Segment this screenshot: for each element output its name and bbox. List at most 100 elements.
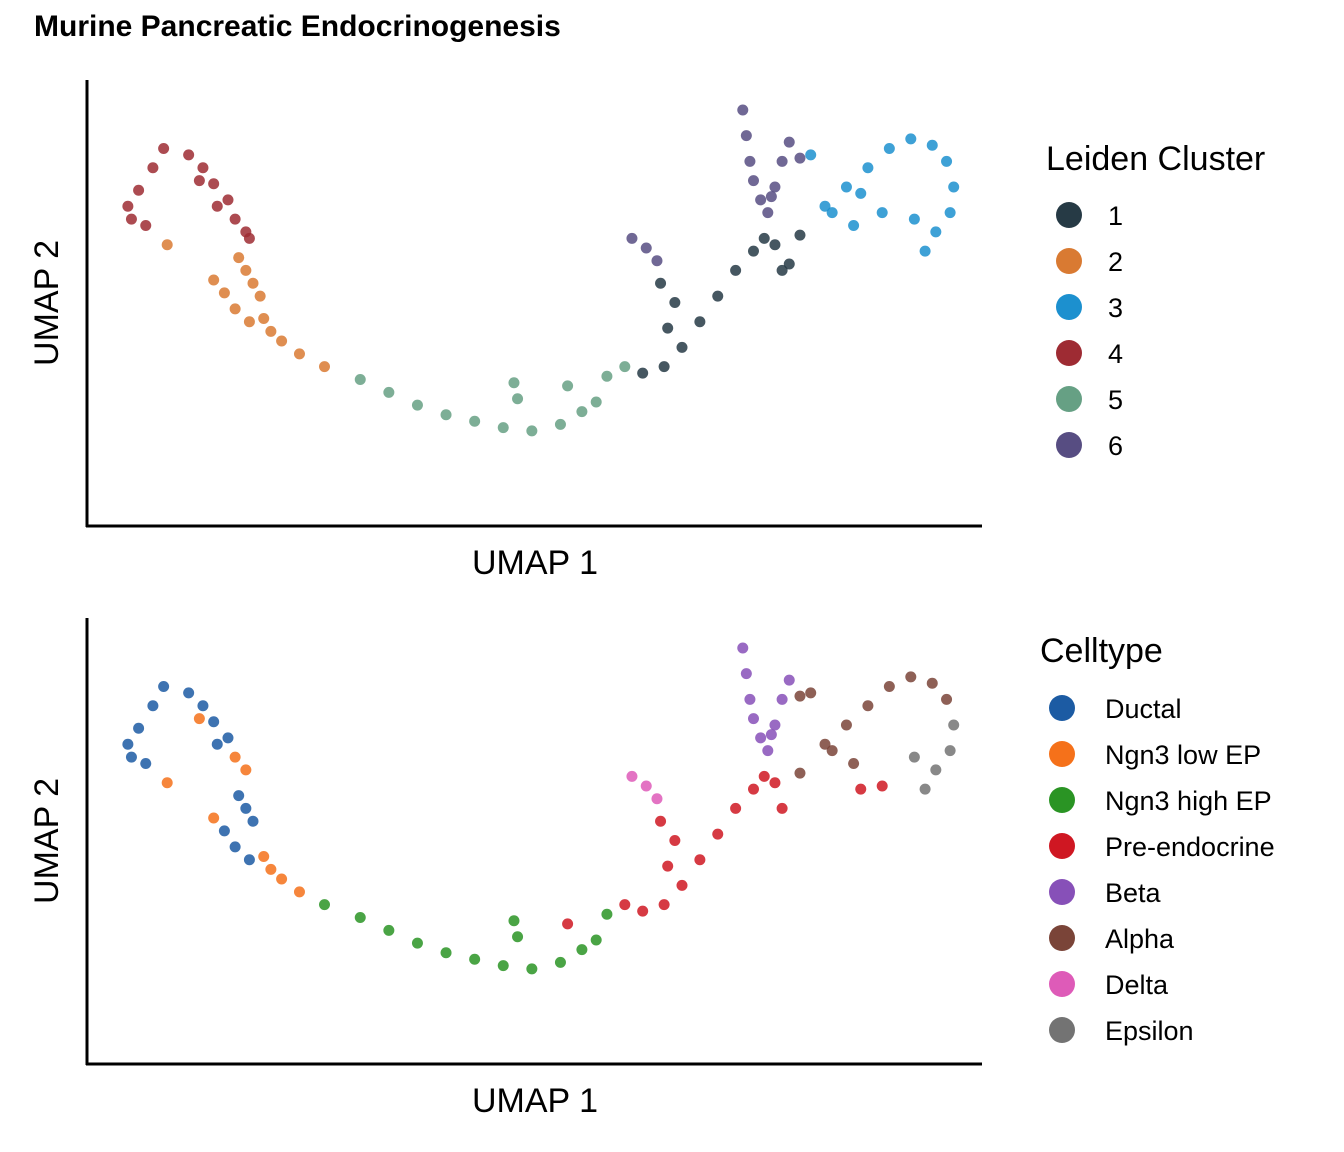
data-point [125, 213, 137, 225]
data-point [265, 863, 277, 875]
data-point [122, 738, 134, 750]
data-point [740, 668, 752, 680]
series-epsilon [908, 719, 960, 795]
data-point [730, 802, 742, 814]
data-point [254, 290, 266, 302]
legend-label: 1 [1108, 201, 1123, 231]
data-point [140, 758, 152, 769]
series-ductal [122, 681, 259, 866]
data-point [526, 425, 538, 437]
scatter-points [122, 104, 960, 437]
series-pre-endocrine [562, 770, 888, 930]
data-point [783, 258, 795, 270]
data-point [755, 194, 767, 206]
data-point [497, 960, 509, 972]
data-point [776, 802, 788, 814]
data-point [840, 181, 852, 193]
data-point [776, 264, 788, 276]
data-point [862, 700, 874, 712]
data-point [748, 783, 759, 795]
data-point [658, 361, 670, 373]
scatter-points [122, 642, 960, 975]
data-point [440, 409, 452, 421]
data-point [694, 854, 706, 866]
data-point [908, 751, 920, 763]
series-delta [626, 770, 663, 805]
data-point [193, 713, 205, 725]
legend-label: Epsilon [1105, 1016, 1194, 1046]
data-point [762, 745, 774, 757]
data-point [948, 719, 960, 731]
data-point [222, 194, 234, 206]
series-2 [161, 239, 330, 373]
data-point [758, 770, 770, 782]
data-point [655, 815, 667, 827]
data-point [243, 854, 255, 866]
data-point [755, 732, 767, 744]
series-3 [805, 133, 960, 257]
legend-key [1049, 787, 1075, 813]
data-point [762, 207, 774, 219]
data-point [862, 162, 874, 174]
legend-label: 6 [1108, 431, 1123, 461]
data-point [776, 693, 788, 705]
data-point [158, 681, 170, 692]
data-point [122, 200, 134, 212]
legend-label: Ngn3 low EP [1105, 740, 1261, 770]
data-point [133, 184, 145, 196]
series-5 [354, 361, 631, 437]
data-point [876, 780, 888, 792]
data-point [669, 835, 681, 846]
data-point [218, 825, 230, 837]
data-point [819, 738, 831, 750]
data-point [354, 912, 366, 923]
plot-area [85, 80, 982, 528]
data-point [926, 677, 938, 689]
data-point [240, 264, 252, 276]
legend-key [1049, 1017, 1075, 1043]
data-point [276, 335, 288, 347]
data-point [247, 277, 259, 289]
legend-key [1056, 248, 1082, 274]
legend-key [1049, 879, 1075, 905]
series-4 [122, 143, 255, 244]
data-point [905, 671, 917, 683]
data-point [619, 361, 631, 373]
data-point [229, 751, 241, 763]
data-point [601, 370, 613, 382]
data-point [855, 783, 867, 795]
data-point [941, 693, 953, 705]
data-point [354, 374, 366, 385]
data-point [883, 681, 895, 692]
legend-label: Pre-endocrine [1105, 832, 1275, 862]
data-point [619, 899, 631, 911]
data-point [590, 396, 602, 408]
data-point [411, 399, 423, 411]
data-point [805, 149, 817, 161]
data-point [883, 143, 895, 154]
data-point [512, 931, 524, 943]
y-axis-title: UMAP 2 [28, 240, 66, 366]
data-point [637, 367, 649, 379]
data-point [240, 802, 252, 814]
series-beta [737, 642, 795, 757]
legend-key [1056, 386, 1082, 412]
data-point [655, 277, 667, 289]
data-point [293, 348, 305, 360]
data-point [794, 229, 806, 241]
data-point [562, 380, 574, 392]
data-point [222, 732, 234, 744]
data-point [218, 287, 230, 299]
data-point [794, 152, 806, 164]
data-point [744, 155, 756, 167]
data-point [243, 316, 255, 328]
legend-key [1056, 340, 1082, 366]
legend-label: Alpha [1105, 924, 1175, 954]
leiden-cluster-panel: UMAP 1 UMAP 2 Leiden Cluster 1 2 3 4 5 6 [28, 80, 1265, 582]
data-point [819, 200, 831, 212]
legend-title: Celltype [1040, 632, 1163, 670]
y-axis-title: UMAP 2 [28, 778, 66, 904]
data-point [140, 220, 152, 231]
data-point [748, 713, 759, 725]
data-point [147, 700, 159, 712]
